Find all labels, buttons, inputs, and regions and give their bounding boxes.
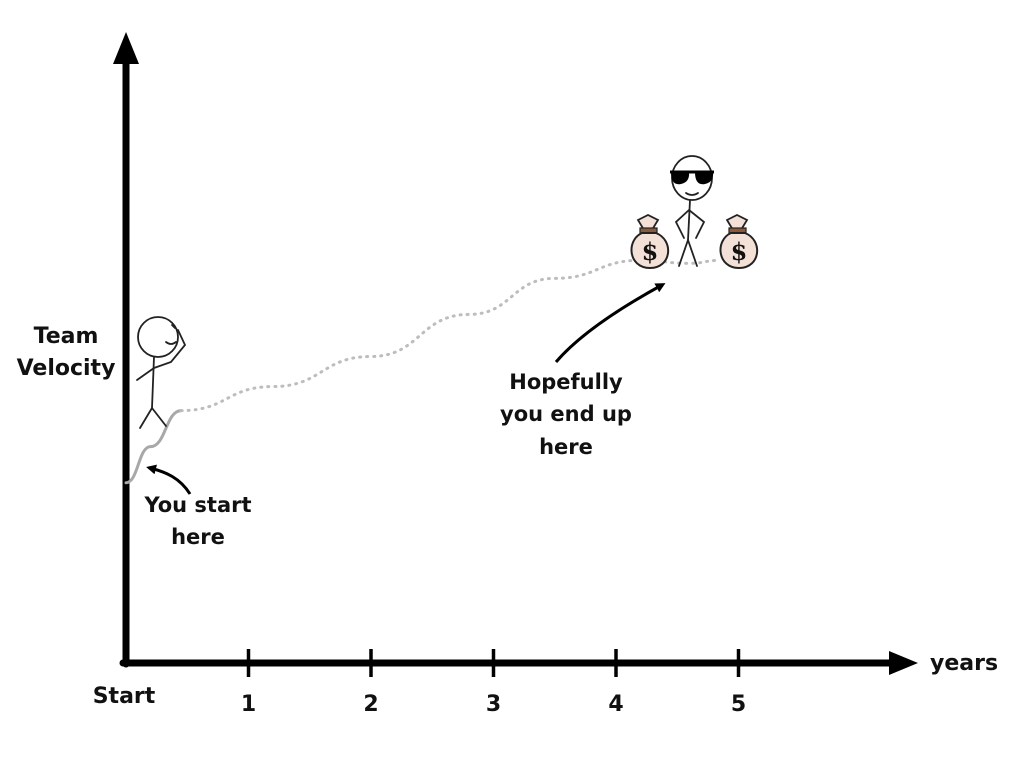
series-projected-line [179, 258, 722, 413]
x-tick-label: 1 [241, 692, 256, 717]
x-axis-arrowhead [889, 651, 918, 675]
x-tick-label: 3 [486, 692, 501, 717]
end-annotation-arrow [554, 283, 666, 363]
start-annotation-arrow [146, 464, 192, 495]
svg-text:$: $ [642, 237, 659, 266]
stick-figure-start-icon [136, 316, 187, 429]
svg-text:$: $ [731, 237, 748, 266]
x-start-label: Start [93, 684, 156, 709]
money-bag-left-icon: $ [630, 213, 670, 270]
x-tick-label: 5 [731, 692, 746, 717]
series-actual-line [124, 409, 183, 485]
money-bag-right-icon: $ [719, 213, 759, 270]
end-annotation-line2: you end up [500, 402, 632, 426]
end-annotation-line1: Hopefully [509, 370, 623, 394]
x-ticks: 1 2 3 4 5 [241, 649, 746, 717]
sunglasses-icon [670, 170, 714, 185]
y-axis-label-line2: Velocity [17, 356, 116, 381]
start-annotation-line2: here [171, 525, 225, 549]
y-axis-arrowhead [113, 32, 139, 64]
x-tick-label: 4 [608, 692, 623, 717]
start-annotation-line1: You start [143, 493, 251, 517]
x-axis-label: years [930, 651, 998, 676]
x-tick-label: 2 [363, 692, 378, 717]
y-axis-label-line1: Team [34, 324, 99, 349]
series-group [124, 258, 722, 485]
end-annotation-line3: here [539, 435, 593, 459]
